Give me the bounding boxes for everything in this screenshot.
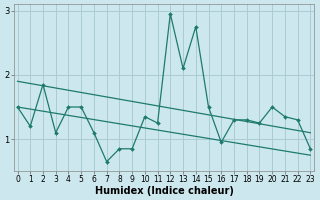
X-axis label: Humidex (Indice chaleur): Humidex (Indice chaleur)	[94, 186, 233, 196]
